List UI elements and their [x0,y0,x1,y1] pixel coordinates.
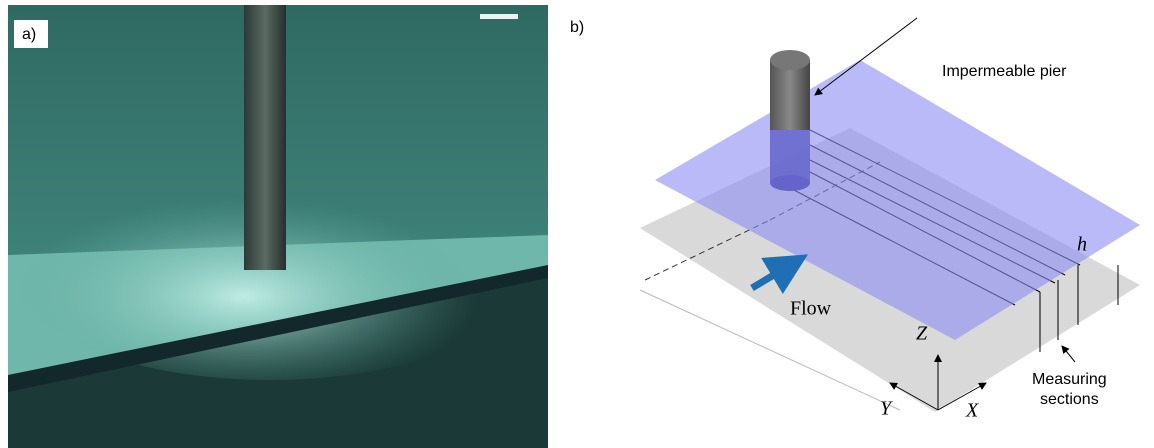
depth-label: h [1077,234,1087,256]
flow-label: Flow [790,298,832,320]
diagram: b) Impermeable pier Flow h [570,18,1140,422]
photo: a) [8,5,548,448]
pier-label: Impermeable pier [942,63,1067,80]
axis-label: Y [880,398,893,420]
panel-label: a) [22,26,36,43]
sections-label: sections [1040,391,1099,408]
pier [770,60,810,130]
axis-label: Z [916,323,928,345]
panel-label: b) [570,19,584,36]
sections-label: Measuring [1032,371,1107,388]
figure-canvas: a) b) Impermeable pier Flow h [0,0,1154,448]
figure: a) b) Impermeable pier Flow h [0,0,1154,448]
axis-label: X [965,400,979,422]
